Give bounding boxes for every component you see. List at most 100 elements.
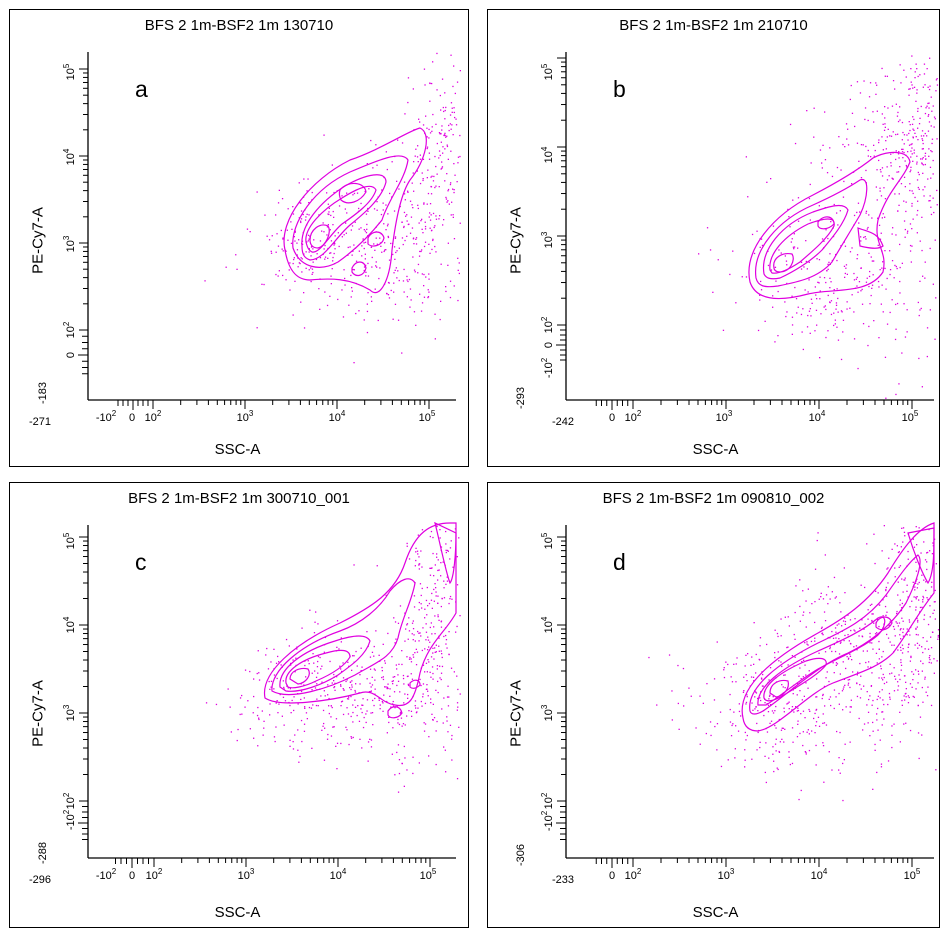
event-dot (887, 760, 890, 762)
event-dot (432, 113, 434, 116)
event-dot (300, 257, 302, 259)
event-dot (760, 280, 762, 283)
event-dot (345, 232, 347, 234)
contour-line (755, 179, 868, 288)
event-dot (338, 648, 340, 650)
event-dot (423, 273, 425, 276)
event-dot (878, 648, 880, 650)
event-dot (445, 639, 448, 641)
event-dot (901, 151, 904, 153)
event-dot (853, 272, 855, 275)
event-dot (303, 684, 305, 686)
event-dot (921, 386, 923, 388)
event-dot (366, 303, 368, 305)
event-dot (425, 115, 427, 117)
event-dot (435, 591, 437, 593)
event-dot (403, 745, 405, 748)
event-dot (847, 679, 849, 681)
event-dot (905, 76, 907, 78)
event-dot (903, 579, 905, 581)
event-dot (404, 199, 406, 201)
event-dot (384, 660, 386, 662)
event-dot (849, 686, 851, 689)
event-dot (797, 220, 800, 222)
event-dot (882, 261, 884, 263)
event-dot (828, 751, 830, 753)
event-dot (370, 712, 372, 714)
event-dot (751, 758, 753, 760)
event-dot (747, 653, 749, 655)
event-dot (928, 88, 931, 91)
event-dot (270, 252, 273, 254)
event-dot (437, 691, 439, 694)
event-dot (745, 739, 747, 741)
event-dot (791, 727, 794, 729)
event-dot (937, 634, 939, 637)
event-dot (922, 275, 924, 277)
y-tick-exponent: 2 (540, 357, 549, 362)
event-dot (908, 696, 910, 699)
event-dot (922, 172, 924, 174)
event-dot (922, 597, 925, 599)
event-dot (394, 236, 397, 238)
event-dot (753, 680, 755, 682)
event-dot (844, 276, 846, 278)
event-dot (876, 698, 878, 701)
event-dot (258, 717, 260, 719)
event-dot (366, 163, 368, 165)
event-dot (897, 111, 899, 114)
event-dot (783, 711, 785, 713)
event-dot (361, 747, 363, 749)
event-dot (937, 629, 939, 631)
event-dot (860, 267, 862, 269)
event-dot (416, 156, 419, 158)
event-dot (386, 687, 388, 690)
event-dot (743, 676, 745, 678)
event-dot (809, 612, 811, 614)
event-dot (343, 269, 345, 271)
event-dot (895, 265, 897, 268)
event-dot (904, 577, 906, 579)
event-dot (429, 132, 432, 134)
event-dot (910, 68, 912, 70)
event-dot (809, 219, 811, 221)
event-dot (258, 679, 261, 681)
event-dot (429, 535, 431, 538)
event-dot (917, 75, 919, 78)
event-dot (443, 587, 445, 589)
event-dot (924, 676, 926, 678)
y-tick-label: 104 (62, 148, 77, 165)
event-dot (443, 219, 445, 221)
event-dot (374, 688, 376, 690)
event-dot (263, 720, 265, 722)
event-dot (266, 235, 268, 237)
event-dot (799, 605, 801, 608)
event-dot (418, 564, 420, 566)
event-dot (450, 540, 452, 542)
x-tick-label: 102 (625, 409, 642, 424)
event-dot (326, 738, 329, 740)
panel-letter: a (135, 76, 148, 102)
event-dot (316, 253, 318, 255)
event-dot (917, 171, 919, 174)
event-dot (310, 280, 312, 283)
event-dot (919, 280, 921, 282)
event-dot (374, 679, 376, 681)
event-dot (893, 667, 895, 669)
event-dot (350, 695, 352, 698)
event-dot (281, 198, 284, 200)
event-dot (800, 789, 802, 792)
event-dot (423, 245, 426, 248)
event-dot (869, 735, 871, 737)
event-dot (844, 684, 846, 686)
event-dot (292, 741, 294, 743)
event-dot (371, 256, 373, 259)
event-dot (327, 694, 329, 696)
event-dot (808, 708, 810, 711)
event-dot (354, 221, 356, 223)
event-dot (838, 692, 840, 695)
event-dot (456, 675, 458, 677)
event-dot (880, 171, 882, 173)
event-dot (300, 690, 303, 693)
event-dot (899, 634, 901, 636)
